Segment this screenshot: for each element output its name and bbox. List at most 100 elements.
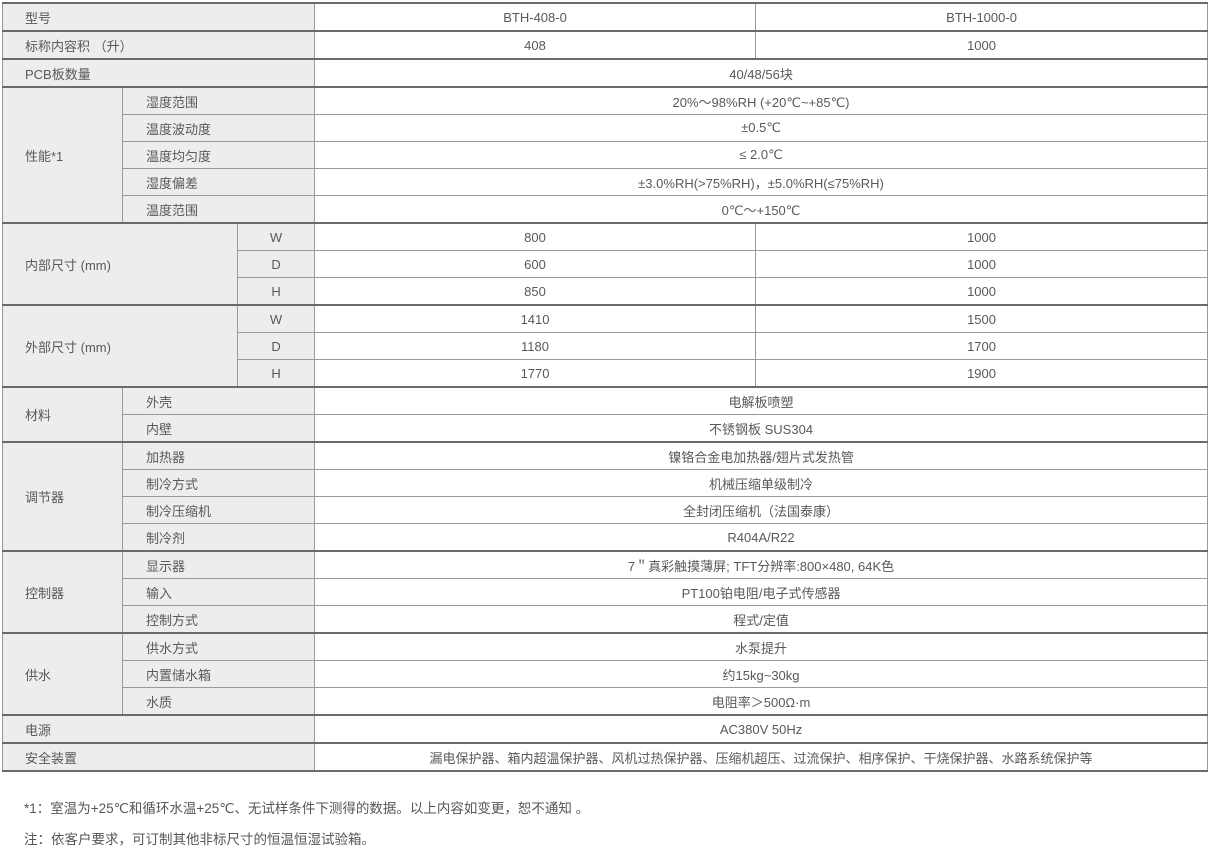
- footnote-1: *1：室温为+25℃和循环水温+25℃、无试样条件下测得的数据。以上内容如变更，…: [24, 801, 590, 816]
- value-power: AC380V 50Hz: [314, 714, 1209, 744]
- value-heater: 镍铬合金电加热器/翅片式发热管: [314, 441, 1209, 470]
- value-internal-h-2: 1000: [755, 277, 1209, 306]
- value-model-1: BTH-408-0: [314, 2, 757, 32]
- label-internal-w: W: [236, 222, 316, 251]
- label-inner-wall: 内壁: [121, 414, 316, 443]
- value-safety: 漏电保护器、箱内超温保护器、风机过热保护器、压缩机超压、过流保护、相序保护、干烧…: [314, 742, 1209, 772]
- value-internal-w-1: 800: [314, 222, 757, 251]
- row-internal-h: H 850 1000: [3, 277, 1209, 306]
- value-external-h-2: 1900: [755, 359, 1209, 388]
- value-temp-fluctuation: ±0.5℃: [314, 114, 1209, 142]
- label-internal-d: D: [236, 250, 316, 278]
- label-water-quality: 水质: [121, 687, 316, 716]
- label-internal-dims: 内部尺寸 (mm): [2, 222, 238, 306]
- label-model: 型号: [1, 2, 316, 32]
- label-pcb: PCB板数量: [1, 58, 316, 88]
- value-internal-d-1: 600: [314, 250, 757, 278]
- row-power: 电源 AC380V 50Hz: [1, 714, 1209, 744]
- label-temp-uniformity: 温度均匀度: [121, 141, 316, 169]
- label-water-tank: 内置储水箱: [121, 660, 316, 688]
- label-control-mode: 控制方式: [121, 605, 316, 634]
- row-regulator-heater: 调节器 加热器 镍铬合金电加热器/翅片式发热管: [2, 441, 1209, 552]
- label-external-h: H: [236, 359, 316, 388]
- value-refrigerant: R404A/R22: [314, 523, 1209, 552]
- label-heater: 加热器: [121, 441, 316, 470]
- value-external-w-2: 1500: [755, 304, 1209, 333]
- label-safety: 安全装置: [1, 742, 316, 772]
- value-temp-range: 0℃～+150℃: [314, 195, 1209, 224]
- row-safety: 安全装置 漏电保护器、箱内超温保护器、风机过热保护器、压缩机超压、过流保护、相序…: [1, 742, 1209, 772]
- label-water-method: 供水方式: [121, 632, 316, 661]
- label-performance-group: 性能*1: [2, 86, 123, 224]
- footnotes: *1：室温为+25℃和循环水温+25℃、无试样条件下测得的数据。以上内容如变更，…: [24, 799, 1209, 849]
- label-humidity-deviation: 湿度偏差: [121, 168, 316, 196]
- label-external-dims: 外部尺寸 (mm): [2, 304, 238, 388]
- row-regulator-compressor: 制冷压缩机 全封闭压缩机（法国泰康）: [3, 496, 1209, 524]
- row-controller-mode: 控制方式 程式/定值: [3, 605, 1209, 634]
- row-model: 型号 BTH-408-0 BTH-1000-0: [1, 2, 1209, 32]
- row-pcb: PCB板数量 40/48/56块: [1, 58, 1209, 88]
- label-external-d: D: [236, 332, 316, 360]
- label-volume: 标称内容积 （升）: [1, 30, 316, 60]
- row-water-tank: 内置储水箱 约15kg~30kg: [3, 660, 1209, 688]
- row-regulator-refrigerant: 制冷剂 R404A/R22: [3, 523, 1209, 552]
- row-performance-1: 性能*1 湿度范围 20%～98%RH (+20℃~+85℃): [2, 86, 1209, 224]
- value-display: 7＂真彩触摸薄屏; TFT分辨率:800×480, 64K色: [314, 550, 1209, 579]
- label-power: 电源: [1, 714, 316, 744]
- row-performance-3: 温度均匀度 ≤ 2.0℃: [3, 141, 1209, 169]
- label-input-sensor: 输入: [121, 578, 316, 606]
- row-external-d: D 1180 1700: [3, 332, 1209, 360]
- label-cooling-method: 制冷方式: [121, 469, 316, 497]
- label-compressor: 制冷压缩机: [121, 496, 316, 524]
- value-temp-uniformity: ≤ 2.0℃: [314, 141, 1209, 169]
- value-humidity-range: 20%～98%RH (+20℃~+85℃): [314, 86, 1209, 115]
- label-material-group: 材料: [2, 386, 123, 443]
- row-performance-2: 温度波动度 ±0.5℃: [3, 114, 1209, 142]
- footnote-2: 注：依客户要求，可订制其他非标尺寸的恒温恒湿试验箱。: [24, 832, 375, 847]
- label-refrigerant: 制冷剂: [121, 523, 316, 552]
- value-external-d-2: 1700: [755, 332, 1209, 360]
- spec-table: 型号 BTH-408-0 BTH-1000-0 标称内容积 （升） 408 10…: [1, 2, 1209, 772]
- value-external-d-1: 1180: [314, 332, 757, 360]
- row-regulator-cooling: 制冷方式 机械压缩单级制冷: [3, 469, 1209, 497]
- value-inner-wall: 不锈钢板 SUS304: [314, 414, 1209, 443]
- label-controller-group: 控制器: [2, 550, 123, 634]
- row-volume: 标称内容积 （升） 408 1000: [1, 30, 1209, 60]
- label-display: 显示器: [121, 550, 316, 579]
- row-water-quality: 水质 电阻率＞500Ω·m: [3, 687, 1209, 716]
- row-material-innerwall: 内壁 不锈钢板 SUS304: [3, 414, 1209, 443]
- row-performance-5: 温度范围 0℃～+150℃: [3, 195, 1209, 224]
- row-internal-w: 内部尺寸 (mm) W 800 1000: [2, 222, 1209, 306]
- value-humidity-deviation: ±3.0%RH(>75%RH)，±5.0%RH(≤75%RH): [314, 168, 1209, 196]
- row-controller-input: 输入 PT100铂电阻/电子式传感器: [3, 578, 1209, 606]
- value-volume-1: 408: [314, 30, 757, 60]
- row-controller-display: 控制器 显示器 7＂真彩触摸薄屏; TFT分辨率:800×480, 64K色: [2, 550, 1209, 634]
- value-internal-d-2: 1000: [755, 250, 1209, 278]
- label-shell: 外壳: [121, 386, 316, 415]
- value-external-h-1: 1770: [314, 359, 757, 388]
- value-model-2: BTH-1000-0: [755, 2, 1209, 32]
- label-temp-fluctuation: 温度波动度: [121, 114, 316, 142]
- value-volume-2: 1000: [755, 30, 1209, 60]
- value-water-method: 水泵提升: [314, 632, 1209, 661]
- value-control-mode: 程式/定值: [314, 605, 1209, 634]
- label-external-w: W: [236, 304, 316, 333]
- label-humidity-range: 湿度范围: [121, 86, 316, 115]
- value-compressor: 全封闭压缩机（法国泰康）: [314, 496, 1209, 524]
- value-water-quality: 电阻率＞500Ω·m: [314, 687, 1209, 716]
- label-internal-h: H: [236, 277, 316, 306]
- row-material-shell: 材料 外壳 电解板喷塑: [2, 386, 1209, 443]
- value-cooling-method: 机械压缩单级制冷: [314, 469, 1209, 497]
- value-external-w-1: 1410: [314, 304, 757, 333]
- row-external-w: 外部尺寸 (mm) W 1410 1500: [2, 304, 1209, 388]
- value-water-tank: 约15kg~30kg: [314, 660, 1209, 688]
- value-internal-h-1: 850: [314, 277, 757, 306]
- value-shell: 电解板喷塑: [314, 386, 1209, 415]
- label-regulator-group: 调节器: [2, 441, 123, 552]
- row-performance-4: 湿度偏差 ±3.0%RH(>75%RH)，±5.0%RH(≤75%RH): [3, 168, 1209, 196]
- row-internal-d: D 600 1000: [3, 250, 1209, 278]
- value-input-sensor: PT100铂电阻/电子式传感器: [314, 578, 1209, 606]
- label-water-group: 供水: [2, 632, 123, 716]
- label-temp-range: 温度范围: [121, 195, 316, 224]
- value-pcb: 40/48/56块: [314, 58, 1209, 88]
